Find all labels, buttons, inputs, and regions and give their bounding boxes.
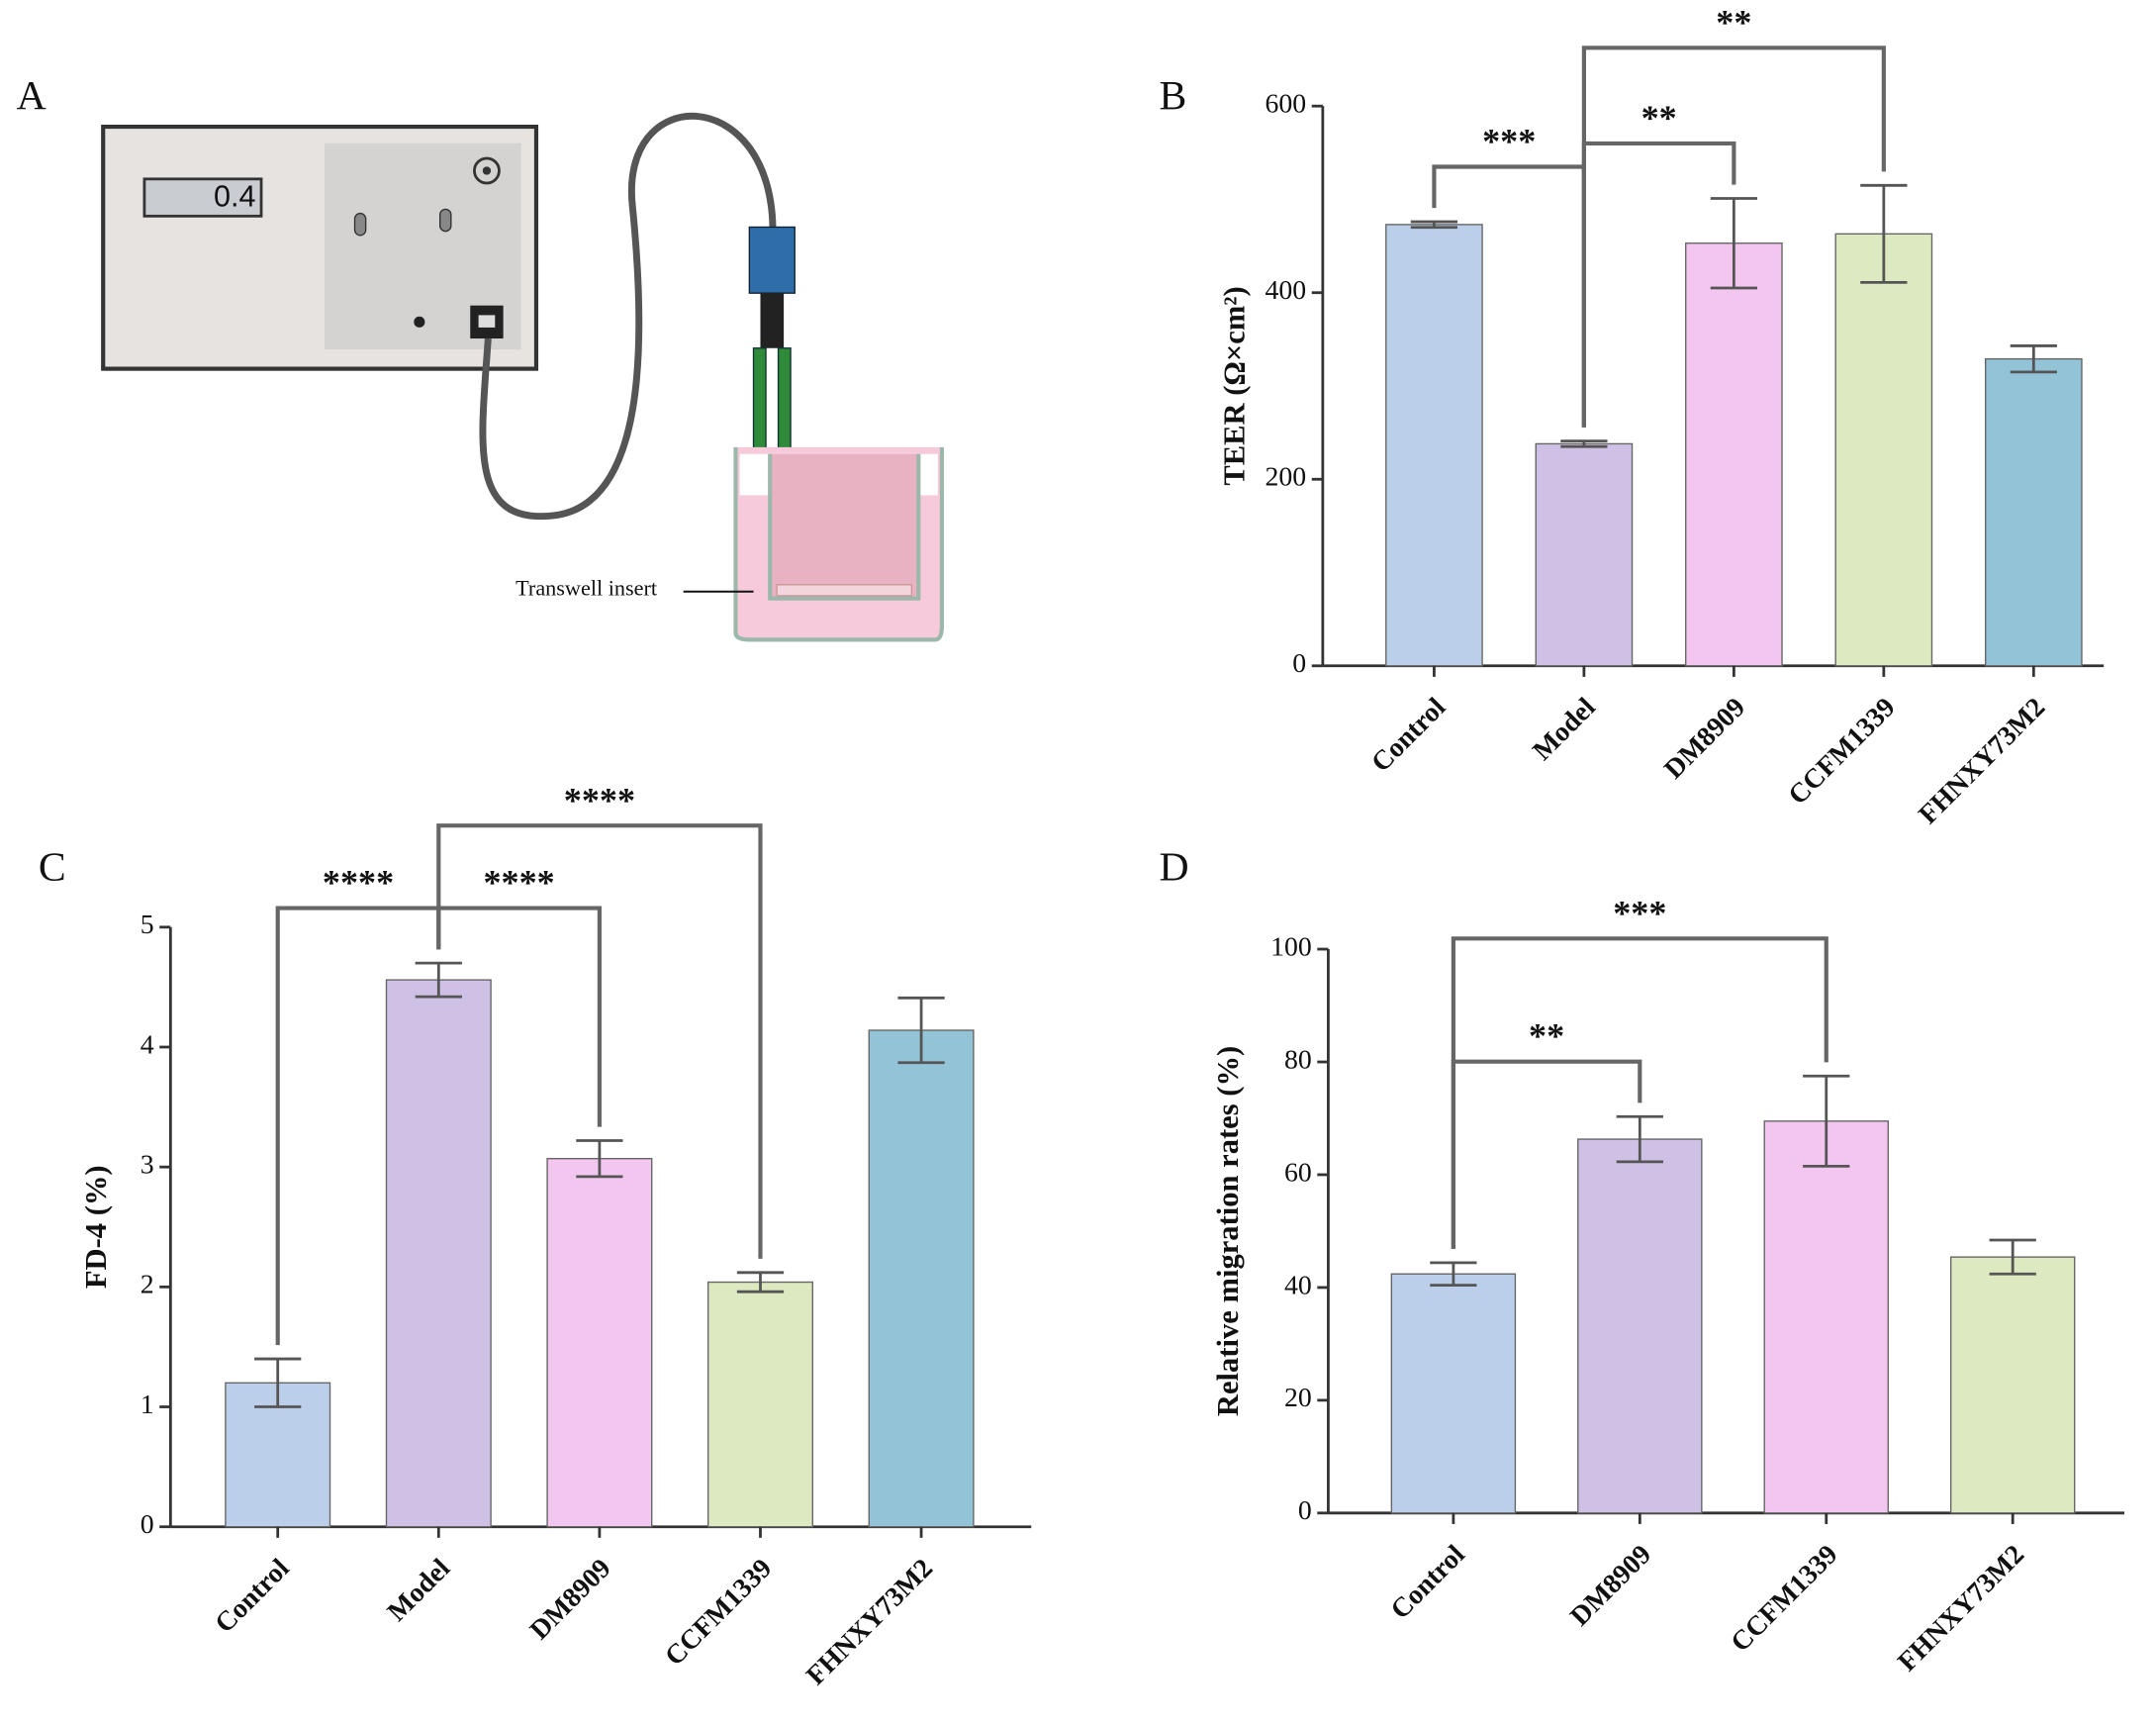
chart: D Relative migration rates (%) 0 20 40 60 80 10… [1159,844,2125,1677]
bar [385,979,492,1528]
significance-label: ** [1716,2,1751,42]
significance-label: *** [1613,893,1666,932]
output-jack [473,156,501,185]
significance-label: **** [483,863,554,903]
y-tick-label: 20 [1284,1383,1312,1413]
x-tick-label: FHNXY73M2 [1892,1539,2030,1677]
callout: Transwell insert [516,575,658,600]
bar [1535,442,1634,667]
y-tick-label: 2 [141,1270,154,1300]
y-tick-label: 5 [141,910,154,940]
x-tick-label: CCFM1339 [1783,692,1902,811]
y-axis-label: FD-4 (%) [79,1165,113,1289]
panel-label: C [39,844,66,890]
bar [1390,1273,1517,1514]
bar [868,1029,975,1528]
y-tick-label: 600 [1265,89,1307,120]
display [142,177,263,218]
significance-label: **** [564,780,635,819]
x-tick-label: Model [382,1553,457,1628]
bar [706,1281,813,1528]
y-tick-label: 200 [1265,462,1307,493]
significance-bracket [436,823,763,1259]
chart: B TEER (Ω×cm²) 0 200 400 600 Control Model DM890… [1159,2,2105,830]
y-tick-label: 60 [1284,1157,1312,1188]
y-tick-label: 0 [1292,648,1306,679]
x-tick-label: Control [209,1553,295,1639]
x-tick-label: CCFM1339 [1725,1539,1843,1658]
y-tick-label: 40 [1284,1270,1312,1300]
bar [1577,1138,1703,1514]
y-axis-label: TEER (Ω×cm²) [1218,286,1252,485]
panel-label: B [1159,73,1186,119]
y-tick-label: 0 [141,1509,154,1540]
x-tick-label: FHNXY73M2 [1913,692,2051,830]
bar [1685,242,1783,667]
bar [1949,1256,2076,1514]
significance-label: ** [1529,1016,1564,1056]
input-port [478,315,496,328]
y-tick-label: 1 [141,1390,154,1420]
x-tick-label: Control [1385,1539,1471,1625]
x-tick-label: FHNXY73M2 [800,1553,939,1691]
y-tick-label: 100 [1270,931,1312,962]
panel-label: D [1159,844,1188,890]
bar [1385,224,1483,667]
electrode [760,293,785,348]
led [414,316,425,328]
bar [1763,1120,1889,1514]
x-tick-label: CCFM1339 [659,1553,778,1672]
significance-label: ** [1641,98,1677,138]
output-jack [482,166,492,175]
display-value: 0.4 [214,179,255,213]
y-tick-label: 3 [141,1150,154,1181]
bar [1984,357,2083,667]
panel-label: A [17,73,47,119]
y-tick-label: 0 [1298,1495,1312,1526]
x-tick-label: Control [1365,692,1452,778]
significance-label: *** [1482,122,1536,161]
diagram: A 0.4 Transwell insert [17,73,945,642]
y-axis-label: Relative migration rates (%) [1211,1046,1245,1416]
y-tick-label: 80 [1284,1044,1312,1075]
electrode-head [748,226,796,294]
significance-bracket [1451,936,1828,1249]
y-tick-label: 400 [1265,275,1307,306]
transwell-insert [768,453,921,601]
x-tick-label: DM8909 [1658,692,1751,785]
x-tick-label: Model [1527,692,1602,767]
switch [353,212,367,237]
significance-bracket [1581,46,1886,428]
chart: C FD-4 (%) 0 1 2 3 4 5 Control Model DM8909 CCFM133… [39,780,1032,1691]
y-tick-label: 4 [141,1029,154,1060]
switch [438,208,452,233]
bar [546,1157,653,1528]
x-tick-label: DM8909 [524,1553,617,1646]
significance-label: **** [323,863,394,903]
bar [1834,233,1933,667]
cable [479,112,777,521]
x-tick-label: DM8909 [1564,1539,1657,1632]
cell-layer [776,584,913,597]
